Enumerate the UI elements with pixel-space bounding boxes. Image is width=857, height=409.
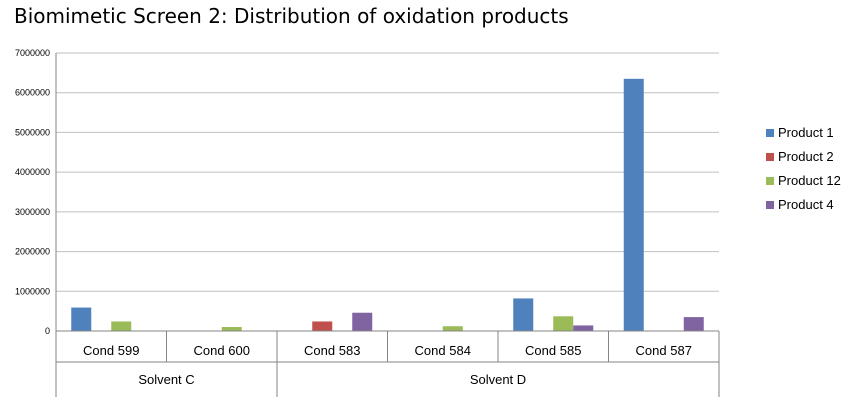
bar [513,298,534,331]
chart-title: Biomimetic Screen 2: Distribution of oxi… [14,4,569,28]
y-tick-label: 5000000 [15,127,50,137]
legend-swatch [766,153,774,161]
bar [71,307,92,331]
x-category-label: Cond 584 [415,343,471,358]
x-category-label: Cond 587 [636,343,692,358]
y-tick-label: 0 [45,326,50,336]
y-tick-label: 2000000 [15,247,50,257]
x-category-label: Cond 583 [304,343,360,358]
x-group-label: Solvent C [138,372,194,387]
bar [221,327,242,331]
y-axis-ticks: 0 1000000 2000000 3000000 4000000 5000000 6000… [15,48,50,336]
x-category-label: Cond 599 [83,343,139,358]
x-category-label: Cond 600 [194,343,250,358]
legend: Product 1 Product 2 Product 12 Product 4 [766,125,841,212]
bar [442,326,463,331]
legend-swatch [766,177,774,185]
x-axis-groups: Solvent C Solvent D [138,372,526,387]
bar [623,78,644,331]
legend-swatch [766,129,774,137]
bar [352,312,373,331]
legend-swatch [766,201,774,209]
bar [111,321,132,331]
bars [71,78,704,331]
x-category-label: Cond 585 [525,343,581,358]
y-tick-label: 1000000 [15,286,50,296]
gridlines [56,52,719,332]
bar [573,325,594,331]
legend-label: Product 12 [778,173,841,188]
y-tick-label: 6000000 [15,88,50,98]
bar [312,321,333,331]
y-tick-label: 3000000 [15,207,50,217]
x-axis-categories: Cond 599 Cond 600 Cond 583 Cond 584 Cond 585… [83,343,692,358]
x-group-label: Solvent D [470,372,526,387]
legend-label: Product 2 [778,149,834,164]
axes [55,53,720,397]
y-tick-label: 4000000 [15,167,50,177]
y-tick-label: 7000000 [15,48,50,58]
bar [553,316,574,331]
legend-label: Product 1 [778,125,834,140]
bar [683,317,704,331]
legend-label: Product 4 [778,197,834,212]
